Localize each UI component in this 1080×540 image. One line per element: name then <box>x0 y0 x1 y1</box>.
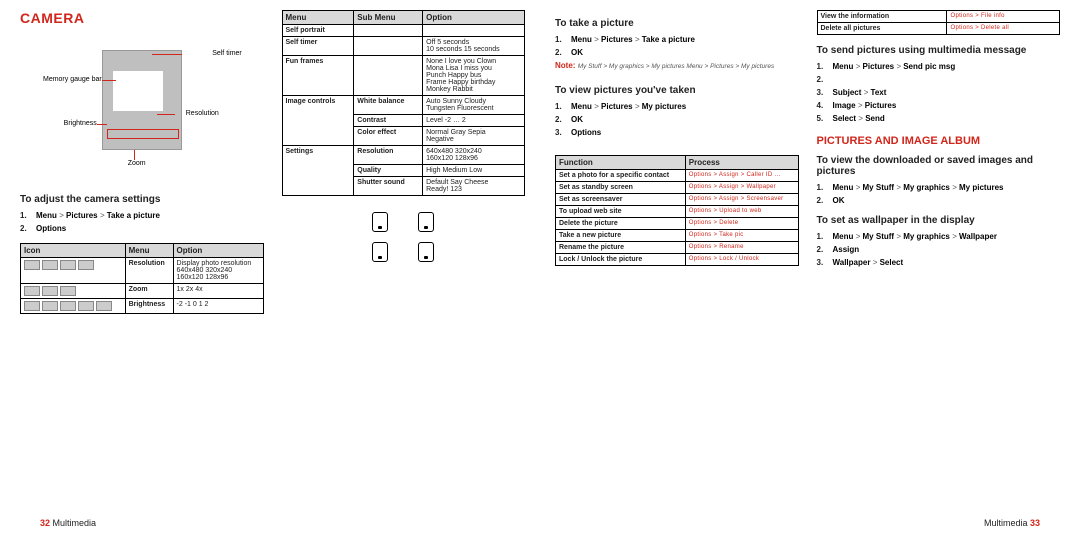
phone-icons-row <box>282 242 526 262</box>
phone-icons-row <box>282 212 526 232</box>
heading-wallpaper: To set as wallpaper in the display <box>817 215 1061 226</box>
page-spread: CAMERA Self timer Memory gauge bar Brigh… <box>0 0 1080 520</box>
camera-preview <box>102 50 182 150</box>
label-self-timer: Self timer <box>212 50 242 57</box>
footer-right: Multimedia 33 <box>984 518 1040 528</box>
label-resolution: Resolution <box>186 110 219 117</box>
table-row: Brightness -2 -1 0 1 2 <box>21 299 264 314</box>
table-icons: Icon Menu Option Resolution Display phot… <box>20 243 264 314</box>
right-col-1: To take a picture 1.Menu > Pictures > Ta… <box>555 10 799 490</box>
phone-icon <box>372 242 388 262</box>
note-text: My Stuff > My graphics > My pictures Men… <box>578 63 775 70</box>
heading-album: PICTURES AND IMAGE ALBUM <box>817 135 1061 147</box>
heading-adjust: To adjust the camera settings <box>20 194 264 205</box>
table-functions: FunctionProcess Set a photo for a specif… <box>555 155 799 266</box>
heading-take: To take a picture <box>555 18 799 29</box>
heading-view: To view pictures you've taken <box>555 85 799 96</box>
note-label: Note: <box>555 61 575 70</box>
phone-icon <box>372 212 388 232</box>
heading-downloaded: To view the downloaded or saved images a… <box>817 155 1061 177</box>
table-settings: Menu Sub Menu Option Self portrait Self … <box>282 10 526 196</box>
label-brightness: Brightness <box>42 120 97 127</box>
table-row: Resolution Display photo resolution 640x… <box>21 258 264 284</box>
right-col-2: View the informationOptions > File info … <box>817 10 1061 490</box>
section-title: CAMERA <box>20 10 264 26</box>
table-info: View the informationOptions > File info … <box>817 10 1061 35</box>
phone-icon <box>418 212 434 232</box>
page-left: CAMERA Self timer Memory gauge bar Brigh… <box>20 10 525 520</box>
camera-diagram: Self timer Memory gauge bar Brightness R… <box>42 40 242 180</box>
label-memory: Memory gauge bar <box>32 76 102 83</box>
steps-adjust: 1.Menu > Pictures > Take a picture 2.Opt… <box>20 211 264 233</box>
left-col-1: CAMERA Self timer Memory gauge bar Brigh… <box>20 10 264 490</box>
footer-left: 32 Multimedia <box>40 518 96 528</box>
phone-icon <box>418 242 434 262</box>
label-zoom: Zoom <box>128 160 146 167</box>
page-right: To take a picture 1.Menu > Pictures > Ta… <box>555 10 1060 520</box>
table-row: Zoom 1x 2x 4x <box>21 284 264 299</box>
left-col-2: Menu Sub Menu Option Self portrait Self … <box>282 10 526 490</box>
heading-send: To send pictures using multimedia messag… <box>817 45 1061 56</box>
